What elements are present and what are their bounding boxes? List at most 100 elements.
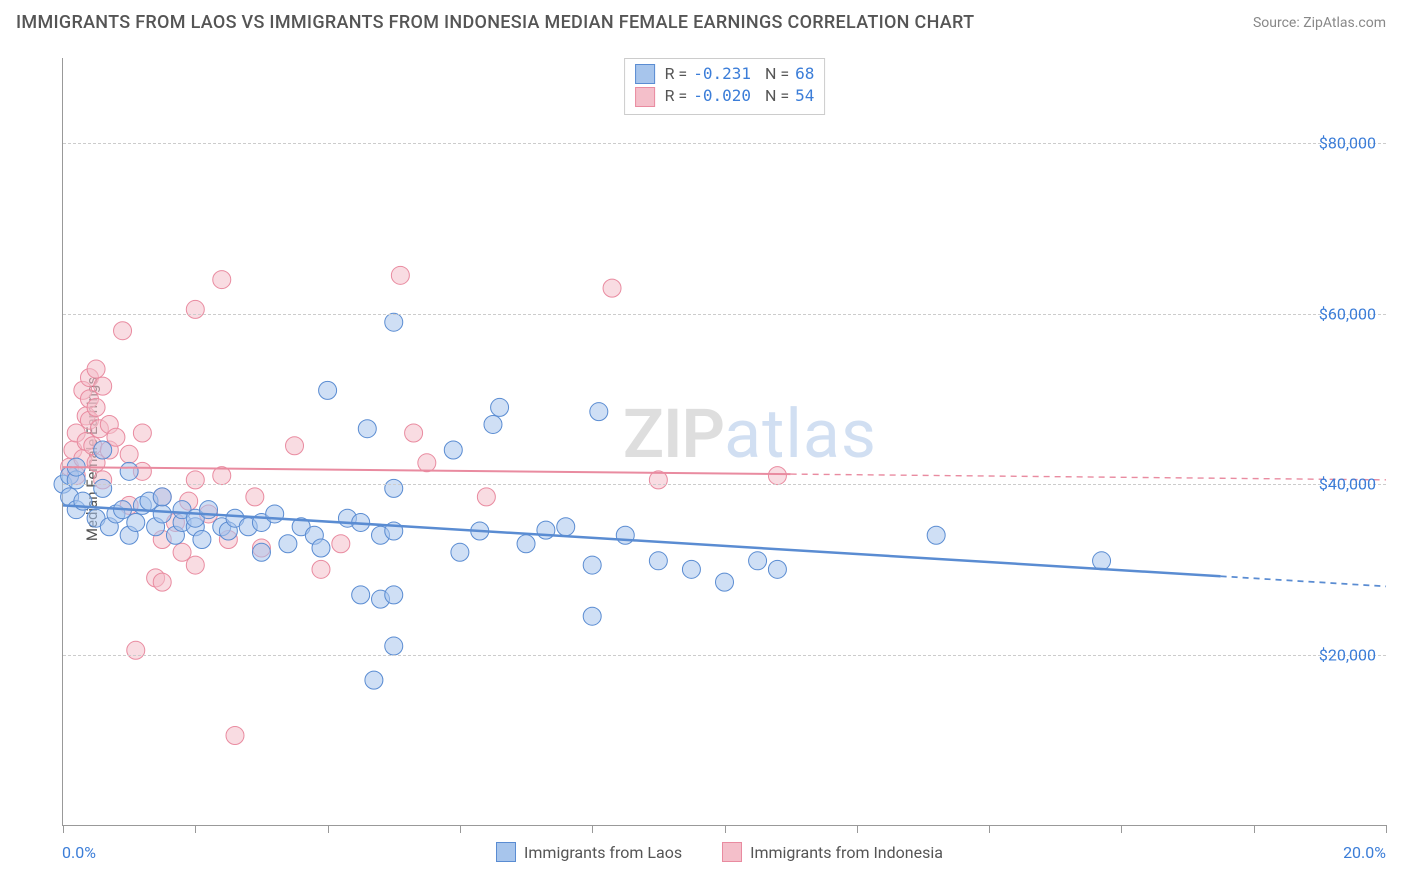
data-point [94, 441, 112, 459]
x-tick [1254, 825, 1255, 833]
data-point [517, 535, 535, 553]
stats-box: R = -0.231 N = 68 R = -0.020 N = 54 [624, 58, 826, 115]
data-point [226, 727, 244, 745]
data-point [583, 607, 601, 625]
data-point [213, 271, 231, 289]
data-point [153, 505, 171, 523]
data-point [583, 556, 601, 574]
data-point [252, 543, 270, 561]
x-tick [460, 825, 461, 833]
y-tick-label: $20,000 [1319, 645, 1376, 664]
data-point [927, 526, 945, 544]
data-point [385, 479, 403, 497]
data-point [114, 322, 132, 340]
data-point [153, 488, 171, 506]
data-point [87, 360, 105, 378]
data-point [94, 479, 112, 497]
x-tick [857, 825, 858, 833]
data-point [279, 535, 297, 553]
data-point [749, 552, 767, 570]
x-min-label: 0.0% [62, 843, 96, 862]
n-label: N = [765, 63, 789, 85]
legend-item-laos: Immigrants from Laos [496, 842, 682, 862]
r-value-laos: -0.231 [693, 63, 751, 85]
data-point [286, 437, 304, 455]
r-label: R = [665, 85, 688, 107]
plot-area: R = -0.231 N = 68 R = -0.020 N = 54 ZIPa… [62, 58, 1386, 826]
data-point [312, 560, 330, 578]
data-point [590, 403, 608, 421]
swatch-indonesia-icon [722, 842, 742, 862]
data-point [200, 501, 218, 519]
data-point [557, 518, 575, 536]
x-max-label: 20.0% [1343, 843, 1386, 862]
data-point [477, 488, 495, 506]
x-tick [592, 825, 593, 833]
data-point [120, 445, 138, 463]
chart-container: Median Female Earnings R = -0.231 N = 68… [16, 46, 1386, 872]
x-tick [328, 825, 329, 833]
data-point [451, 543, 469, 561]
y-tick-label: $40,000 [1319, 475, 1376, 494]
data-point [768, 560, 786, 578]
r-value-indonesia: -0.020 [693, 85, 751, 107]
r-label: R = [665, 63, 688, 85]
data-point [186, 300, 204, 318]
stats-row-laos: R = -0.231 N = 68 [635, 63, 815, 85]
data-point [319, 381, 337, 399]
x-tick [725, 825, 726, 833]
data-point [385, 586, 403, 604]
x-tick [989, 825, 990, 833]
data-point [385, 313, 403, 331]
data-point [127, 513, 145, 531]
data-point [87, 398, 105, 416]
data-point [332, 535, 350, 553]
data-point [616, 526, 634, 544]
x-axis-row: 0.0% Immigrants from Laos Immigrants fro… [62, 842, 1386, 862]
x-tick [1386, 825, 1387, 833]
swatch-laos-icon [496, 842, 516, 862]
data-point [133, 424, 151, 442]
n-value-indonesia: 54 [795, 85, 814, 107]
gridline [63, 484, 1386, 485]
data-point [186, 471, 204, 489]
data-point [603, 279, 621, 297]
data-point [682, 560, 700, 578]
data-point [153, 573, 171, 591]
data-point [358, 420, 376, 438]
n-value-laos: 68 [795, 63, 814, 85]
data-point [246, 488, 264, 506]
data-point [491, 398, 509, 416]
data-point [484, 415, 502, 433]
x-tick [195, 825, 196, 833]
n-label: N = [765, 85, 789, 107]
data-point [649, 552, 667, 570]
chart-title: IMMIGRANTS FROM LAOS VS IMMIGRANTS FROM … [16, 12, 974, 33]
data-point [1093, 552, 1111, 570]
data-point [186, 556, 204, 574]
data-point [365, 671, 383, 689]
data-point [768, 467, 786, 485]
data-point [120, 462, 138, 480]
data-point [418, 454, 436, 472]
x-tick [1121, 825, 1122, 833]
data-point [405, 424, 423, 442]
data-point [94, 377, 112, 395]
gridline [63, 655, 1386, 656]
data-point [312, 539, 330, 557]
data-point [716, 573, 734, 591]
gridline [63, 143, 1386, 144]
swatch-laos-icon [635, 64, 655, 84]
swatch-indonesia-icon [635, 87, 655, 107]
plot-svg [63, 58, 1386, 825]
source-label: Source: ZipAtlas.com [1253, 15, 1386, 31]
data-point [352, 586, 370, 604]
legend-item-indonesia: Immigrants from Indonesia [722, 842, 943, 862]
data-point [391, 266, 409, 284]
legend-label-indonesia: Immigrants from Indonesia [750, 843, 943, 862]
trend-line-dashed [791, 474, 1386, 480]
stats-row-indonesia: R = -0.020 N = 54 [635, 85, 815, 107]
y-tick-label: $80,000 [1319, 134, 1376, 153]
data-point [385, 637, 403, 655]
y-tick-label: $60,000 [1319, 304, 1376, 323]
